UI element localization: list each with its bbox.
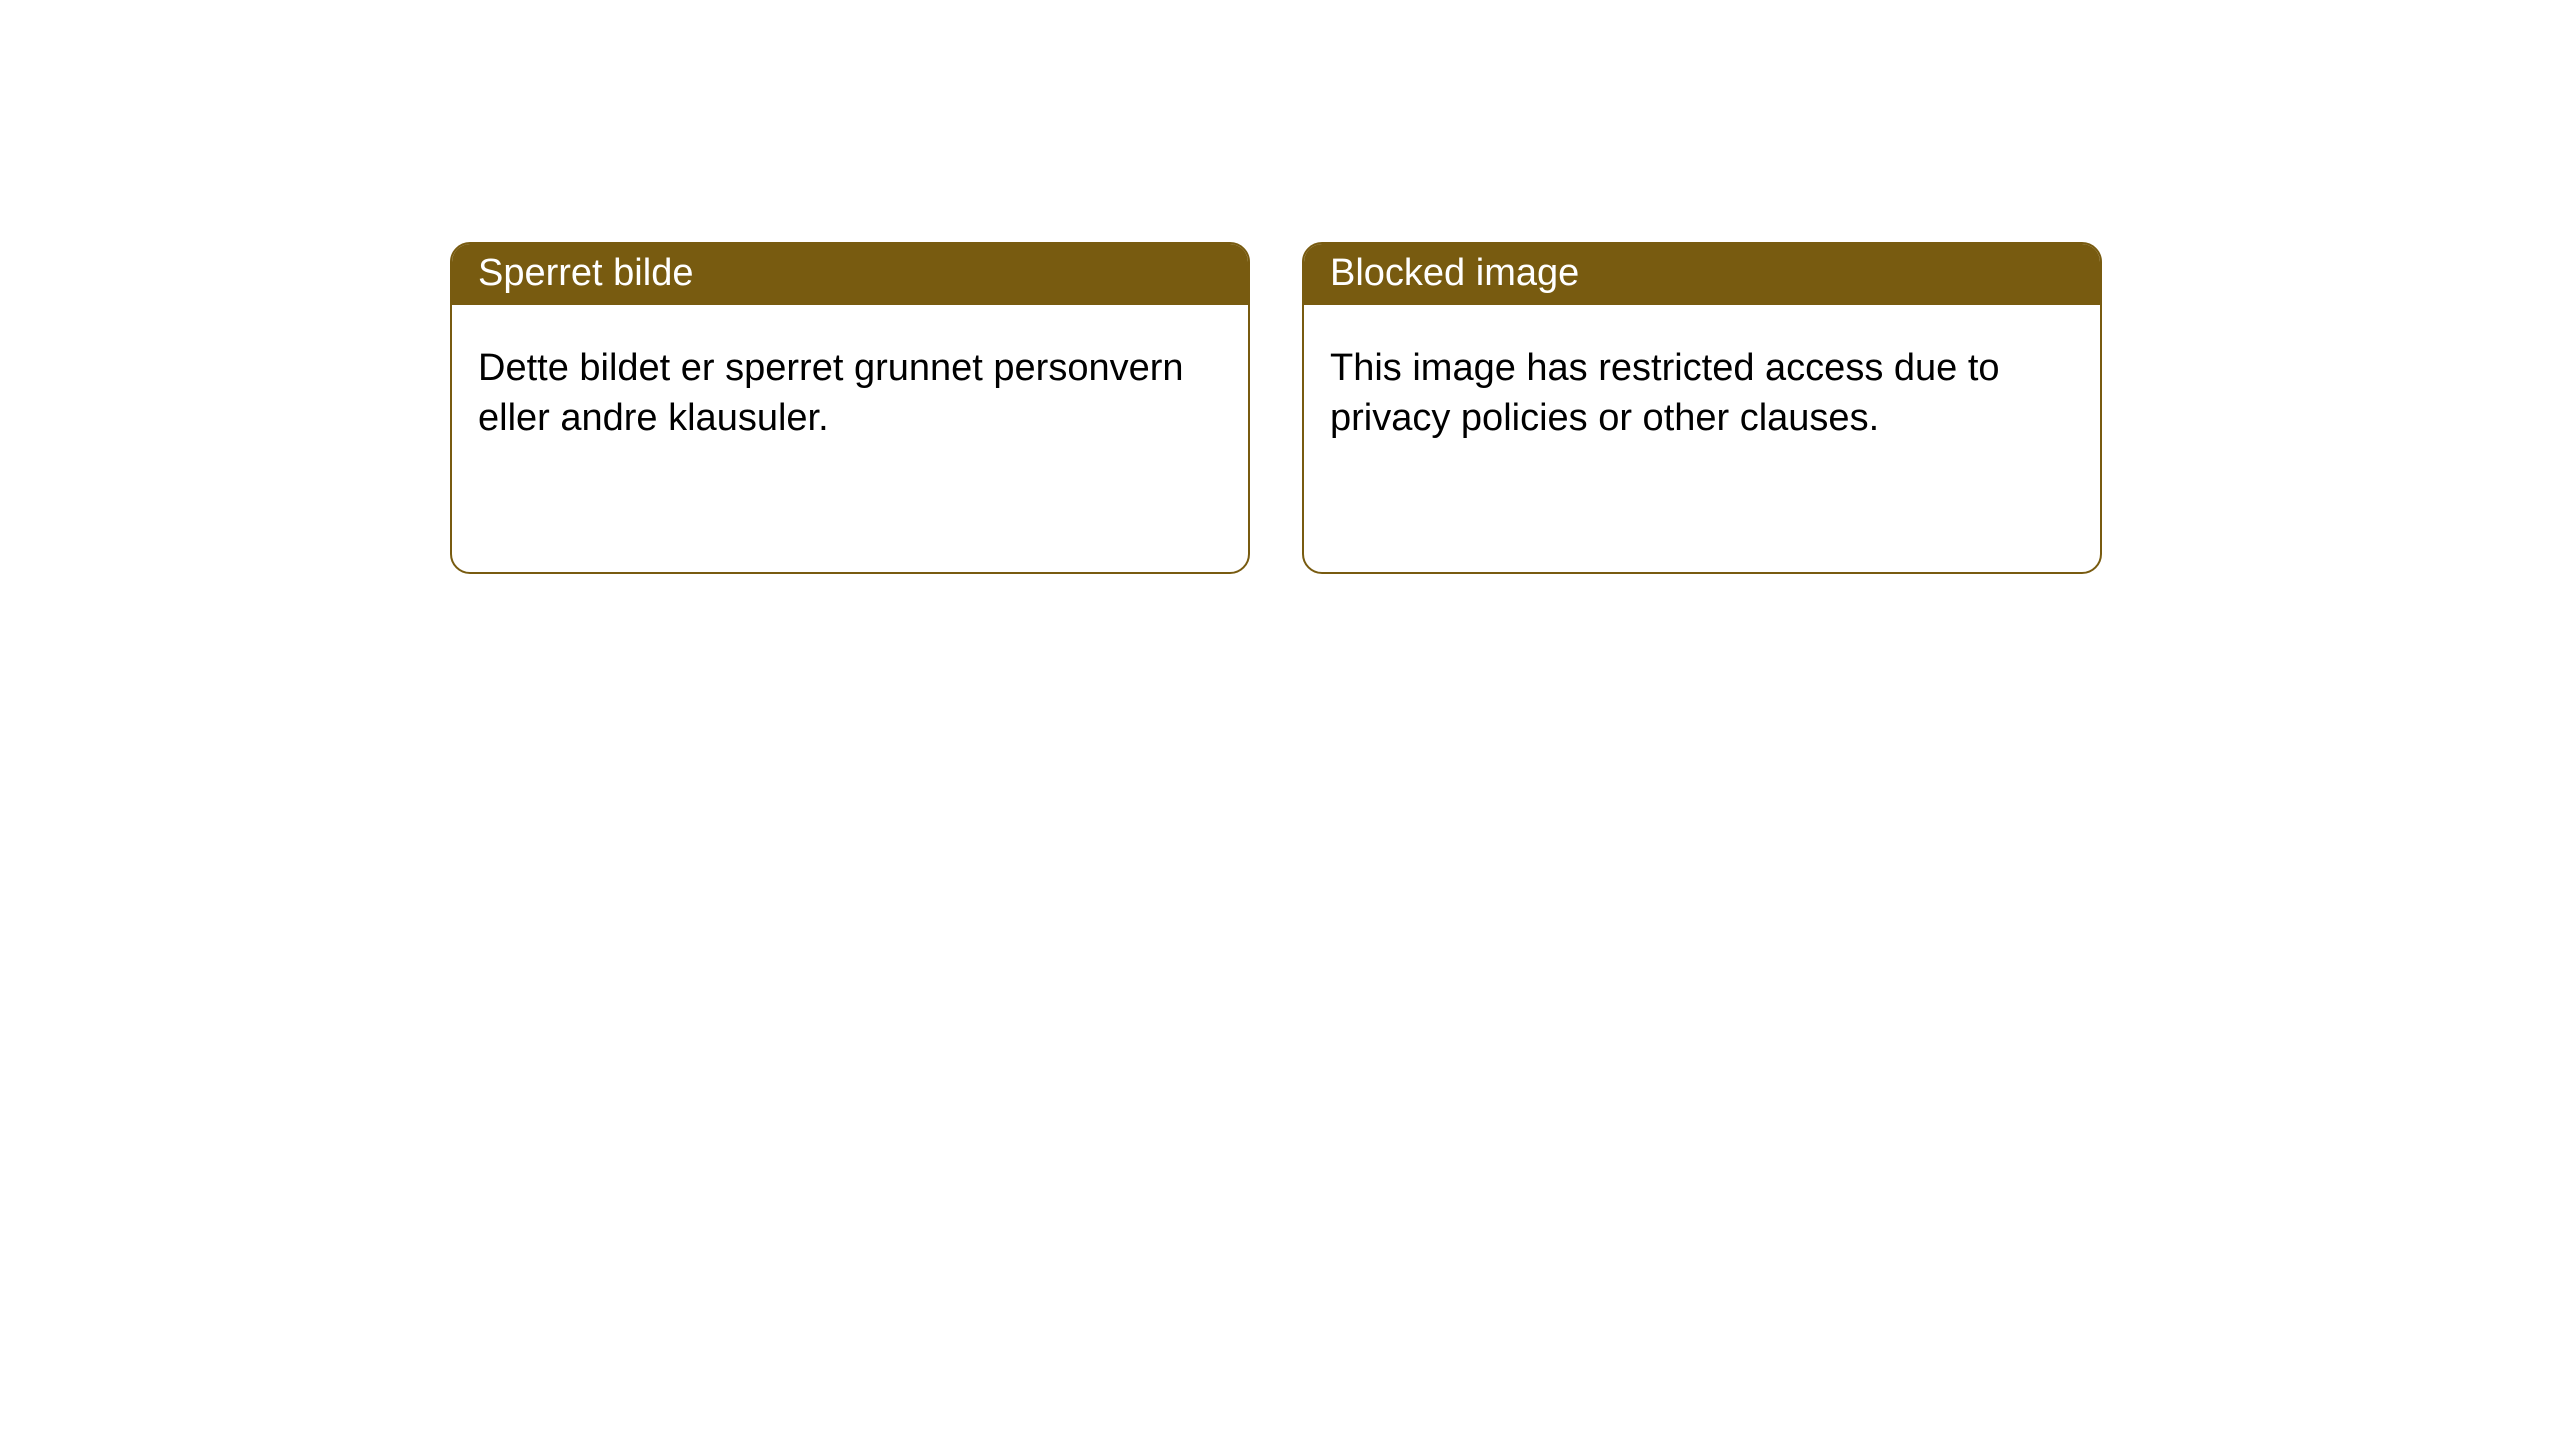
card-body-text: This image has restricted access due to … bbox=[1304, 305, 2100, 481]
card-body-text: Dette bildet er sperret grunnet personve… bbox=[452, 305, 1248, 481]
notice-card-english: Blocked image This image has restricted … bbox=[1302, 242, 2102, 574]
card-title: Sperret bilde bbox=[452, 244, 1248, 305]
card-title: Blocked image bbox=[1304, 244, 2100, 305]
notice-card-norwegian: Sperret bilde Dette bildet er sperret gr… bbox=[450, 242, 1250, 574]
notice-cards-container: Sperret bilde Dette bildet er sperret gr… bbox=[0, 0, 2560, 574]
